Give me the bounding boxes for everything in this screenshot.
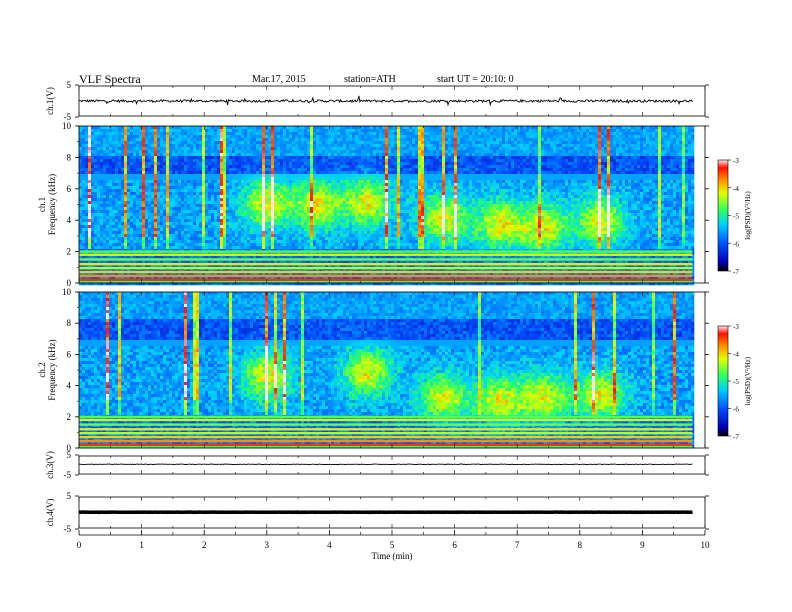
- y-axis-label-channel: ch.2: [37, 362, 47, 377]
- x-tick-label: 8: [578, 540, 583, 550]
- y-tick-label: 10: [62, 287, 72, 297]
- y-tick-label: 2: [67, 247, 72, 257]
- y-tick-label: 5: [67, 450, 72, 460]
- spectrogram-image: [79, 292, 694, 448]
- y-tick-label: 4: [67, 381, 72, 391]
- colorbar-tick-label: -5: [733, 213, 739, 221]
- y-axis-label-channel: ch.1: [37, 197, 47, 212]
- y-axis-label: ch.4(V): [45, 499, 55, 527]
- colorbar-tick-label: -4: [733, 185, 739, 193]
- harmonic-line: [79, 254, 692, 256]
- y-axis-label-frequency: Frequency (kHz): [47, 339, 57, 400]
- y-axis-label: ch.1(V): [45, 87, 55, 115]
- colorbar-tick-label: -7: [733, 268, 739, 276]
- x-tick-label: 5: [390, 540, 395, 550]
- y-tick-label: 5: [67, 491, 72, 501]
- y-tick-label: 5: [67, 80, 72, 90]
- colorbar-tick-label: -5: [733, 378, 739, 386]
- x-tick-label: 0: [77, 540, 82, 550]
- harmonic-line: [79, 419, 692, 421]
- colorbar-tick-label: -3: [733, 157, 739, 165]
- colorbar: [718, 160, 728, 271]
- y-tick-label: 6: [67, 184, 72, 194]
- y-tick-label: 6: [67, 349, 72, 359]
- y-tick-label: -5: [64, 470, 72, 480]
- harmonic-line: [79, 436, 692, 438]
- y-tick-label: 8: [67, 152, 72, 162]
- harmonic-line: [79, 271, 692, 273]
- colorbar-label: log(PSD)(V²/Hz): [744, 356, 752, 405]
- harmonic-line: [79, 267, 692, 269]
- colorbar-tick-label: -6: [733, 240, 739, 248]
- x-tick-label: 1: [139, 540, 144, 550]
- y-axis-label-frequency: Frequency (kHz): [47, 174, 57, 235]
- colorbar-tick-label: -6: [733, 406, 739, 414]
- harmonic-line: [79, 416, 692, 418]
- colorbar-tick-label: -3: [733, 323, 739, 331]
- colorbar: [718, 326, 728, 436]
- x-tick-label: 7: [515, 540, 520, 550]
- harmonic-line: [79, 423, 692, 425]
- waveform-trace: [79, 464, 693, 465]
- colorbar-tick-label: -4: [733, 351, 739, 359]
- x-tick-label: 3: [265, 540, 270, 550]
- spectrogram-image: [79, 126, 694, 285]
- harmonic-line: [79, 428, 692, 430]
- harmonic-line: [79, 258, 692, 260]
- harmonic-line: [79, 250, 692, 252]
- waveform-trace: [79, 96, 693, 105]
- x-tick-label: 4: [327, 540, 332, 550]
- harmonic-line: [79, 263, 692, 265]
- x-axis-label: Time (min): [372, 551, 413, 561]
- x-tick-label: 10: [701, 540, 711, 550]
- y-tick-label: -5: [64, 524, 72, 534]
- y-tick-label: 8: [67, 318, 72, 328]
- harmonic-line: [79, 444, 692, 446]
- harmonic-line: [79, 440, 692, 442]
- harmonic-line: [79, 275, 692, 277]
- y-tick-label: 10: [62, 121, 72, 131]
- y-tick-label: 4: [67, 215, 72, 225]
- x-tick-label: 9: [640, 540, 645, 550]
- colorbar-tick-label: -7: [733, 433, 739, 441]
- harmonic-line: [79, 432, 692, 434]
- colorbar-label: log(PSD)(V²/Hz): [744, 191, 752, 240]
- x-tick-label: 2: [202, 540, 207, 550]
- x-tick-label: 6: [452, 540, 457, 550]
- harmonic-line: [79, 279, 692, 281]
- y-tick-label: 2: [67, 412, 72, 422]
- y-axis-label: ch.3(V): [45, 451, 55, 479]
